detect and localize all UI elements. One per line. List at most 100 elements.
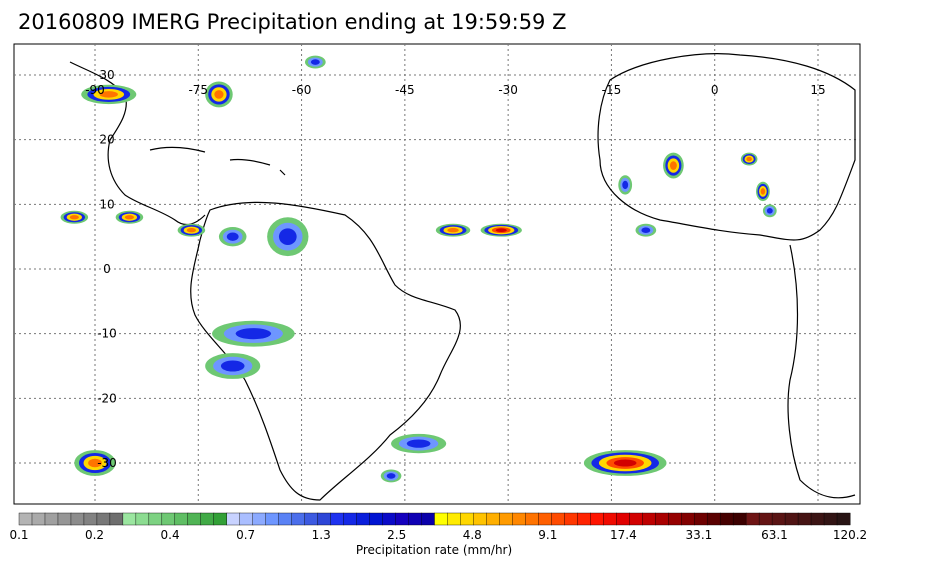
precip-layer [69, 215, 79, 220]
colorbar-swatch [486, 512, 500, 526]
lat-tick-label: -10 [97, 327, 117, 341]
precip-layer [235, 328, 272, 340]
colorbar-swatch [551, 512, 565, 526]
colorbar-swatch [771, 512, 786, 526]
lon-tick-label: -45 [395, 83, 415, 97]
colorbar-swatch [135, 512, 150, 526]
colorbar-swatch [473, 512, 487, 526]
colorbar-tick-label: 63.1 [761, 528, 788, 542]
precip-layer [220, 360, 245, 372]
lon-tick-label: 15 [810, 83, 825, 97]
precip-cell [60, 210, 89, 224]
precip-layer [669, 161, 677, 170]
map-grid [14, 44, 860, 504]
colorbar-swatch [278, 512, 293, 526]
lat-tick-label: 30 [99, 68, 114, 82]
precip-layer [278, 228, 297, 245]
colorbar-swatch [706, 512, 721, 526]
precip-layer [88, 458, 102, 468]
precip-layer [406, 439, 431, 448]
lon-tick-label: 0 [711, 83, 719, 97]
colorbar-swatch [18, 512, 33, 526]
colorbar-swatch [122, 512, 137, 526]
colorbar-swatch [161, 512, 176, 526]
colorbar-swatch [395, 512, 410, 526]
colorbar-swatch [642, 512, 656, 526]
colorbar-swatch [538, 512, 552, 526]
precip-layer [214, 90, 224, 99]
precip-layer [760, 188, 766, 195]
coastline-south-america [190, 201, 461, 501]
map-frame [13, 43, 861, 505]
colorbar-swatch [109, 512, 124, 526]
colorbar-swatch [499, 512, 513, 526]
lat-tick-label: -20 [97, 391, 117, 405]
colorbar-swatch [810, 512, 825, 526]
colorbar-swatch [369, 512, 384, 526]
precip-layer [766, 208, 773, 214]
colorbar-swatch [460, 512, 474, 526]
colorbar-swatch [719, 512, 734, 526]
colorbar-swatch [408, 512, 423, 526]
colorbar-swatch [823, 512, 838, 526]
lon-tick-label: -15 [602, 83, 622, 97]
colorbar-swatch [44, 512, 59, 526]
precip-cell [380, 469, 402, 483]
colorbar-swatch [70, 512, 85, 526]
colorbar-swatch [525, 512, 539, 526]
colorbar-swatch [265, 512, 280, 526]
colorbar-swatch [603, 512, 617, 526]
colorbar-swatch [447, 512, 461, 526]
precip-cell [305, 55, 326, 69]
precip-cell [663, 152, 684, 179]
colorbar-swatch [382, 512, 397, 526]
colorbar-swatch [200, 512, 215, 526]
colorbar-swatch [148, 512, 163, 526]
coastline-africa [597, 53, 856, 241]
precip-cell [218, 226, 247, 247]
colorbar-tick-label: 0.7 [236, 528, 255, 542]
colorbar-swatch [616, 512, 630, 526]
colorbar-tick-label: 0.4 [161, 528, 180, 542]
colorbar-tick-label: 0.2 [85, 528, 104, 542]
colorbar-swatch [239, 512, 254, 526]
precip-layer [613, 459, 637, 467]
colorbar-swatch [745, 512, 760, 526]
lon-tick-label: -90 [85, 83, 105, 97]
colorbar-swatch [693, 512, 708, 526]
precip-cell [81, 84, 137, 105]
colorbar-swatch [434, 512, 448, 526]
colorbar-tick-label: 9.1 [538, 528, 557, 542]
colorbar-swatch [226, 512, 241, 526]
precip-cell [635, 223, 657, 237]
precipitation-cells [60, 55, 777, 483]
colorbar-tick-label: 1.3 [312, 528, 331, 542]
precip-layer [99, 91, 118, 98]
colorbar-swatch [758, 512, 773, 526]
lon-tick-label: -60 [292, 83, 312, 97]
coastline-southern-africa [787, 244, 856, 499]
colorbar-title: Precipitation rate (mm/hr) [355, 543, 513, 557]
latitude-labels: 30 20 10 0 -10 -20 -30 [97, 68, 117, 470]
colorbar-tick-label: 2.5 [387, 528, 406, 542]
colorbar-swatch [732, 512, 747, 526]
precip-cell [74, 450, 116, 476]
colorbar-swatch [187, 512, 202, 526]
precip-layer [622, 180, 629, 190]
colorbar-swatch [31, 512, 46, 526]
colorbar-labels: 0.1 0.2 0.4 0.7 1.3 2.5 4.8 9.1 17.4 33.1 63.1 120.… [9, 528, 867, 542]
colorbar-swatch [291, 512, 306, 526]
colorbar-swatch [655, 512, 669, 526]
colorbar-swatch [317, 512, 332, 526]
colorbar-tick-label: 17.4 [610, 528, 637, 542]
precip-cell [115, 210, 144, 224]
colorbar-swatch [174, 512, 189, 526]
colorbar-swatch [784, 512, 799, 526]
precip-cell [435, 223, 471, 237]
precip-cell [618, 175, 633, 195]
colorbar-swatch [356, 512, 371, 526]
precip-cell [480, 223, 522, 237]
lat-tick-label: -30 [97, 456, 117, 470]
